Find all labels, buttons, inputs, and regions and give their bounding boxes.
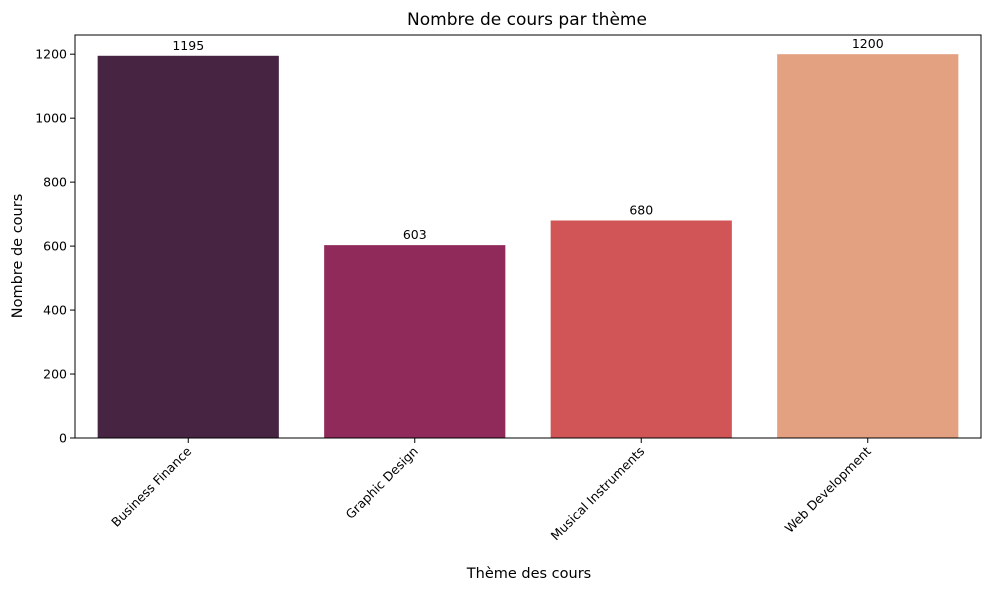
y-tick-label: 400 — [43, 303, 67, 318]
y-tick-label: 1000 — [35, 111, 67, 126]
bar-value-label: 603 — [403, 227, 427, 242]
bars-layer — [97, 54, 959, 439]
bar-0 — [97, 55, 279, 439]
y-axis-label: Nombre de cours — [10, 194, 26, 319]
value-labels-layer: 1195 603 680 1200 — [172, 36, 883, 242]
bar-1 — [324, 245, 506, 438]
y-tick-label: 600 — [43, 239, 67, 254]
bar-3 — [777, 54, 959, 438]
x-tick-label: Business Finance — [108, 443, 194, 529]
bar-value-label: 1200 — [852, 36, 884, 51]
y-ticks-layer: 0 200 400 600 800 1000 1200 — [35, 47, 75, 446]
bar-value-label: 680 — [629, 203, 653, 218]
y-tick-label: 1200 — [35, 47, 67, 62]
chart-title: Nombre de cours par thème — [407, 10, 647, 30]
y-tick-label: 0 — [59, 431, 67, 446]
x-tick-label: Graphic Design — [343, 444, 421, 522]
bar-2 — [550, 220, 732, 438]
y-tick-label: 200 — [43, 367, 67, 382]
plot-frame — [74, 34, 982, 439]
y-axis-label-group: Nombre de cours — [10, 194, 26, 319]
x-axis-label: Thème des cours — [466, 566, 591, 582]
x-tick-label: Musical Instruments — [548, 444, 648, 544]
bar-value-label: 1195 — [172, 38, 204, 53]
y-tick-label: 800 — [43, 175, 67, 190]
x-ticks-layer: Business Finance Graphic Design Musical In… — [108, 438, 874, 543]
x-tick-label: Web Development — [782, 443, 874, 535]
